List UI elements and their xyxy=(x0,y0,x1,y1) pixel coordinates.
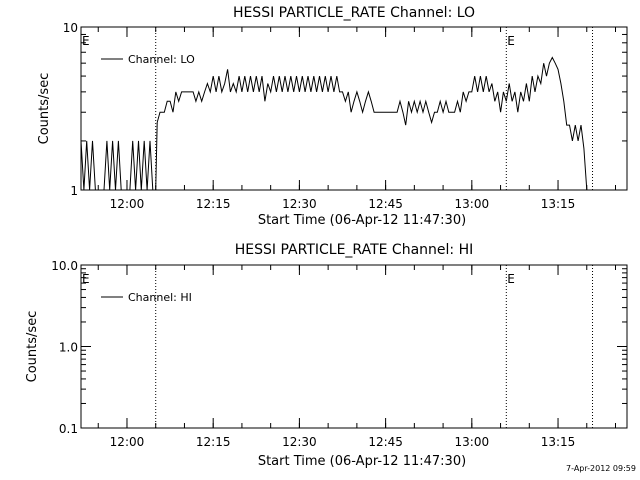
panel-1-plot-frame xyxy=(80,26,628,191)
panel-2-x-axis-label: Start Time (06-Apr-12 11:47:30) xyxy=(258,454,466,469)
panel-2-plot-frame xyxy=(80,264,628,429)
panel-2-y-axis-label: Counts/sec xyxy=(25,311,40,383)
panel-1-event-label: E xyxy=(82,34,90,48)
panel-1-x-tick-label: 12:45 xyxy=(368,197,403,211)
panel-1-x-tick-label: 12:15 xyxy=(196,197,231,211)
panel-2-x-tick-label: 12:45 xyxy=(368,435,403,449)
panel-1-event-label: E xyxy=(507,34,515,48)
panel-2-x-tick-label: 13:00 xyxy=(455,435,490,449)
panel-2-title: HESSI PARTICLE_RATE Channel: HI xyxy=(235,242,473,258)
panel-1-x-axis-label: Start Time (06-Apr-12 11:47:30) xyxy=(258,213,466,228)
panel-2-event-label: E xyxy=(507,272,515,286)
panel-2-y-tick-label: 10.0 xyxy=(51,259,78,273)
panel-1-title: HESSI PARTICLE_RATE Channel: LO xyxy=(233,5,475,21)
panel-2-y-tick-label: 1.0 xyxy=(59,341,78,355)
panel-2-x-tick-label: 13:15 xyxy=(541,435,576,449)
panel-2-x-tick-label: 12:00 xyxy=(110,435,145,449)
panel-1-x-tick-label: 12:00 xyxy=(110,197,145,211)
panel-1-y-tick-label: 1 xyxy=(70,184,78,198)
figure-timestamp: 7-Apr-2012 09:59 xyxy=(566,464,636,473)
panel-1-x-tick-label: 12:30 xyxy=(282,197,317,211)
panel-1-series-line xyxy=(80,56,588,191)
panel-2-x-tick-label: 12:15 xyxy=(196,435,231,449)
panel-1-x-tick-label: 13:00 xyxy=(455,197,490,211)
panel-1-y-axis-label: Counts/sec xyxy=(37,73,52,145)
panel-2-legend-label: Channel: HI xyxy=(128,291,192,304)
panel-2-x-tick-label: 12:30 xyxy=(282,435,317,449)
panel-2-event-label: E xyxy=(82,272,90,286)
panel-2-y-tick-label: 0.1 xyxy=(59,422,78,436)
panel-1-legend-label: Channel: LO xyxy=(128,53,195,66)
panel-1-x-tick-label: 13:15 xyxy=(541,197,576,211)
panel-1-y-tick-label: 10 xyxy=(63,21,78,35)
